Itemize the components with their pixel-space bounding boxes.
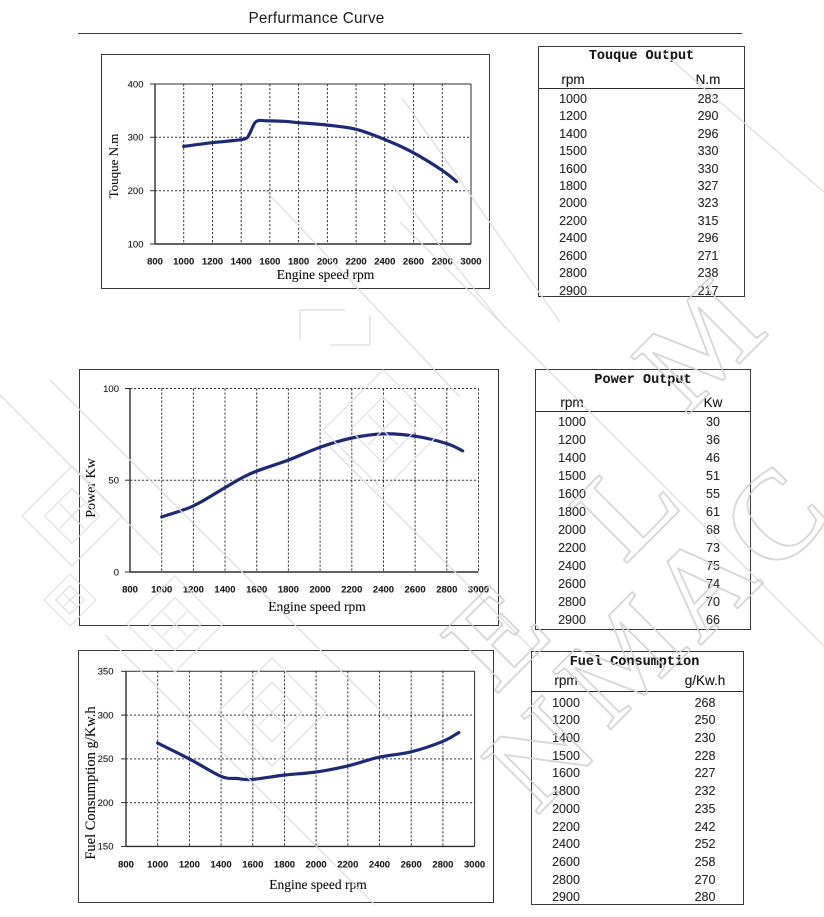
svg-text:2400: 2400 [374,257,395,268]
svg-text:1600: 1600 [259,257,280,268]
svg-text:3000: 3000 [464,859,485,870]
svg-text:1200: 1200 [183,585,204,596]
svg-text:2800: 2800 [436,585,457,596]
svg-text:2800: 2800 [432,257,453,268]
svg-text:2000: 2000 [317,257,338,268]
svg-text:2200: 2200 [346,257,367,268]
svg-text:1400: 1400 [231,257,252,268]
svg-text:800: 800 [118,859,134,870]
svg-text:3000: 3000 [468,585,489,596]
svg-text:2600: 2600 [401,859,422,870]
svg-text:2000: 2000 [310,585,331,596]
svg-text:1000: 1000 [173,257,194,268]
svg-text:Engine speed rpm: Engine speed rpm [268,599,366,614]
svg-text:Power Kw: Power Kw [84,457,99,517]
svg-text:200: 200 [128,186,144,197]
svg-text:300: 300 [128,133,144,144]
svg-text:100: 100 [103,384,119,395]
svg-text:1000: 1000 [147,859,168,870]
svg-text:2400: 2400 [373,585,394,596]
svg-text:Engine speed rpm: Engine speed rpm [269,877,367,892]
svg-text:2400: 2400 [369,859,390,870]
svg-text:2600: 2600 [405,585,426,596]
svg-text:0: 0 [114,567,119,578]
svg-text:Touque N.m: Touque N.m [106,134,121,199]
svg-text:2600: 2600 [403,257,424,268]
svg-text:300: 300 [98,710,114,721]
svg-text:1800: 1800 [274,859,295,870]
svg-text:Engine speed rpm: Engine speed rpm [277,267,375,282]
svg-text:1200: 1200 [202,257,223,268]
svg-text:1600: 1600 [246,585,267,596]
svg-text:350: 350 [98,667,114,678]
svg-text:250: 250 [98,754,114,765]
svg-text:1400: 1400 [211,859,232,870]
svg-text:1200: 1200 [179,859,200,870]
svg-text:1000: 1000 [151,585,172,596]
svg-text:100: 100 [128,239,144,250]
svg-text:2200: 2200 [337,859,358,870]
svg-text:50: 50 [108,476,119,487]
svg-text:3000: 3000 [460,257,481,268]
svg-text:400: 400 [128,79,144,90]
svg-text:150: 150 [98,842,114,853]
svg-text:2800: 2800 [432,859,453,870]
svg-text:2000: 2000 [306,859,327,870]
svg-text:1600: 1600 [242,859,263,870]
svg-text:Fuel Consumption g/Kw.h: Fuel Consumption g/Kw.h [83,706,99,860]
svg-text:1800: 1800 [288,257,309,268]
svg-text:200: 200 [98,798,114,809]
svg-text:800: 800 [122,585,138,596]
svg-text:1800: 1800 [278,585,299,596]
svg-text:1400: 1400 [214,585,235,596]
svg-text:2200: 2200 [341,585,362,596]
svg-text:800: 800 [147,257,163,268]
